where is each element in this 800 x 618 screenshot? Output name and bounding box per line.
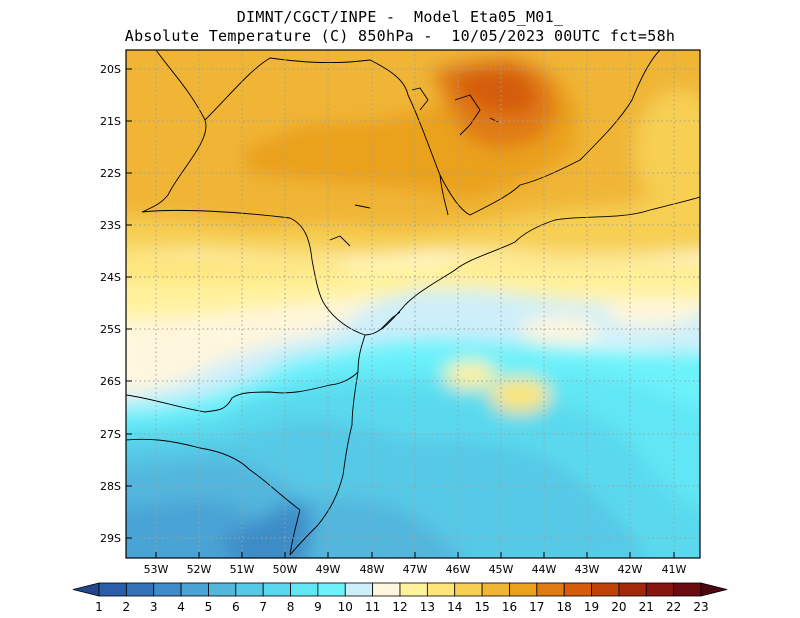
colorbar-swatches (72, 582, 728, 597)
colorbar-swatch (536, 582, 565, 597)
colorbar-swatch (563, 582, 592, 597)
colorbar-swatch (673, 582, 702, 597)
colorbar-labels: 1 2 3 4 5 6 7 8 9 10 11 12 13 14 15 16 17 18 19 20 21 22 23 (95, 600, 708, 614)
lat-label: 23S (100, 219, 121, 232)
lon-label: 46W (446, 563, 471, 576)
lat-label: 29S (100, 532, 121, 545)
lat-label: 22S (100, 167, 121, 180)
lat-label: 26S (100, 375, 121, 388)
map-subtitle: Absolute Temperature (C) 850hPa - 10/05/… (124, 27, 676, 45)
colorbar-swatch (98, 582, 127, 597)
colorbar-label: 21 (639, 600, 654, 614)
colorbar-swatch (509, 582, 538, 597)
colorbar-label: 7 (259, 600, 267, 614)
gridlines (126, 50, 700, 558)
lon-label: 53W (144, 563, 169, 576)
lon-label: 49W (316, 563, 341, 576)
colorbar-swatch (317, 582, 346, 597)
lat-label: 21S (100, 115, 121, 128)
lon-label: 42W (618, 563, 643, 576)
colorbar-label: 15 (474, 600, 489, 614)
axis-ticks (126, 68, 675, 558)
colorbar-swatch (454, 582, 483, 597)
colorbar-swatch (399, 582, 428, 597)
colorbar-label: 10 (338, 600, 353, 614)
colorbar-label: 22 (666, 600, 681, 614)
colorbar-label: 14 (447, 600, 462, 614)
lon-label: 45W (489, 563, 514, 576)
colorbar-swatch (372, 582, 401, 597)
colorbar-swatch (235, 582, 264, 597)
colorbar-label: 11 (365, 600, 380, 614)
colorbar-swatch (481, 582, 510, 597)
lon-label: 50W (273, 563, 298, 576)
colorbar-label: 1 (95, 600, 103, 614)
lon-label: 48W (360, 563, 385, 576)
colorbar-swatch (125, 582, 155, 597)
lat-label: 28S (100, 480, 121, 493)
colorbar-swatch (426, 582, 456, 597)
longitude-labels: 53W 52W 51W 50W 49W 48W 47W 46W 45W 44W … (144, 563, 687, 576)
colorbar-label: 5 (205, 600, 213, 614)
lon-label: 41W (662, 563, 687, 576)
lat-label: 27S (100, 428, 121, 441)
colorbar-label: 13 (420, 600, 435, 614)
colorbar-swatch (180, 582, 209, 597)
colorbar-swatch (591, 582, 620, 597)
colorbar-swatch (153, 582, 182, 597)
colorbar-label: 6 (232, 600, 240, 614)
colorbar-swatch (290, 582, 319, 597)
colorbar-label: 12 (392, 600, 407, 614)
latitude-labels: 20S 21S 22S 23S 24S 25S 26S 27S 28S 29S (100, 63, 121, 545)
map-frame (125, 49, 701, 559)
colorbar-label: 9 (314, 600, 322, 614)
temperature-field (126, 50, 700, 558)
lon-label: 44W (532, 563, 557, 576)
lon-label: 47W (403, 563, 428, 576)
colorbar-label: 2 (123, 600, 131, 614)
colorbar-swatch (208, 582, 237, 597)
lat-label: 24S (100, 271, 121, 284)
colorbar-label: 18 (557, 600, 572, 614)
colorbar-min-arrow (72, 582, 100, 597)
lon-label: 43W (575, 563, 600, 576)
borders-and-coastline (126, 50, 700, 556)
colorbar-label: 23 (693, 600, 708, 614)
lat-label: 20S (100, 63, 121, 76)
colorbar-swatch (645, 582, 675, 597)
colorbar-label: 17 (529, 600, 544, 614)
colorbar-label: 8 (287, 600, 295, 614)
colorbar-swatch (262, 582, 291, 597)
lon-label: 52W (187, 563, 212, 576)
colorbar-label: 4 (177, 600, 185, 614)
map-title: DIMNT/CGCT/INPE - Model Eta05_M01_ (236, 8, 564, 26)
colorbar-max-arrow (700, 582, 728, 597)
colorbar-label: 3 (150, 600, 158, 614)
colorbar-label: 20 (611, 600, 626, 614)
colorbar-label: 19 (584, 600, 599, 614)
colorbar-swatch (618, 582, 647, 597)
lon-label: 51W (230, 563, 255, 576)
colorbar-label: 16 (502, 600, 517, 614)
colorbar-swatch (344, 582, 374, 597)
lat-label: 25S (100, 323, 121, 336)
